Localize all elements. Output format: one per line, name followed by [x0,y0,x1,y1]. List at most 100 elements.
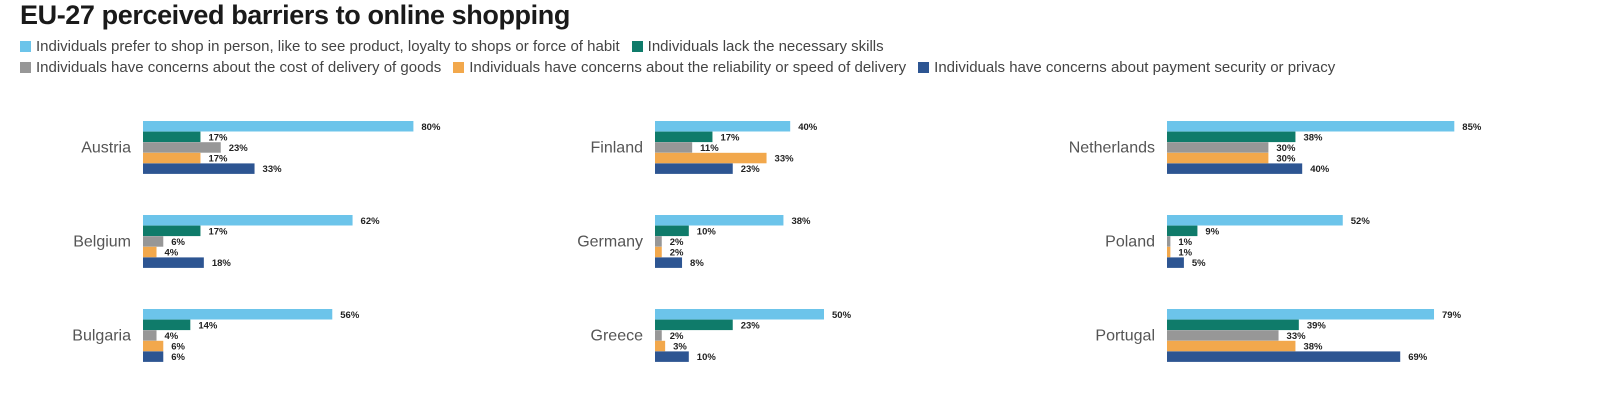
bar-netherlands-payment-security [1167,163,1303,174]
country-label-netherlands: Netherlands [1069,140,1155,157]
value-label-belgium-payment-security: 18% [212,258,232,269]
value-label-bulgaria-delivery-cost: 4% [165,331,179,342]
value-label-austria-lack-skills: 17% [208,132,228,143]
value-label-netherlands-shop-in-person: 85% [1462,122,1482,133]
bar-germany-delivery-reliability [655,246,662,258]
bar-bulgaria-delivery-reliability [143,340,164,352]
value-label-bulgaria-payment-security: 6% [171,352,185,363]
bar-bulgaria-delivery-cost [143,330,157,341]
bar-finland-delivery-cost [655,142,693,153]
bar-netherlands-delivery-reliability [1167,152,1269,164]
country-label-germany: Germany [577,234,643,251]
value-label-netherlands-delivery-reliability: 30% [1276,154,1296,165]
value-label-austria-payment-security: 33% [263,164,283,175]
value-label-finland-shop-in-person: 40% [798,122,818,133]
bar-finland-lack-skills [655,131,713,143]
bar-finland-payment-security [655,163,733,174]
bar-austria-delivery-cost [143,142,221,153]
bar-greece-delivery-reliability [655,340,666,352]
value-label-belgium-lack-skills: 17% [208,226,228,237]
value-label-netherlands-lack-skills: 38% [1303,132,1323,143]
value-label-germany-delivery-reliability: 2% [670,248,684,259]
value-label-finland-delivery-reliability: 33% [775,154,795,165]
bar-portugal-delivery-reliability [1167,340,1296,352]
bar-netherlands-lack-skills [1167,131,1296,143]
legend-item-payment-security: Individuals have concerns about payment … [918,59,1335,76]
bar-poland-delivery-cost [1167,236,1171,247]
legend-row-2: Individuals have concerns about the cost… [20,59,1347,76]
bar-netherlands-shop-in-person [1167,121,1455,132]
bar-germany-payment-security [655,257,683,268]
value-label-greece-delivery-reliability: 3% [673,342,687,353]
value-label-belgium-delivery-cost: 6% [171,237,185,248]
value-label-finland-delivery-cost: 11% [700,143,719,154]
legend-swatch-lack-skills [631,41,643,52]
legend-label-delivery-reliability: Individuals have concerns about the reli… [469,59,907,76]
legend-label-lack-skills: Individuals lack the necessary skills [647,38,884,55]
country-label-finland: Finland [591,140,643,157]
bar-portugal-shop-in-person [1167,309,1435,320]
value-label-poland-lack-skills: 9% [1205,226,1219,237]
value-label-germany-delivery-cost: 2% [670,237,684,248]
bar-bulgaria-payment-security [143,351,164,362]
panel-poland: Poland 52% 9% 1%1%5% [1105,215,1370,269]
legend-swatch-delivery-cost [20,62,31,73]
bar-poland-lack-skills [1167,225,1198,237]
bar-finland-delivery-reliability [655,152,767,164]
legend-swatch-delivery-reliability [453,62,465,73]
legend-label-delivery-cost: Individuals have concerns about the cost… [36,59,442,76]
value-label-portugal-delivery-reliability: 38% [1303,342,1323,353]
value-label-greece-shop-in-person: 50% [832,310,852,321]
panel-belgium: Belgium 62% 17% 6%4% 18% [73,215,380,269]
value-label-poland-delivery-cost: 1% [1178,237,1192,248]
bar-greece-lack-skills [655,319,733,331]
bar-belgium-delivery-cost [143,236,164,247]
legend-swatch-shop-in-person [20,41,31,52]
bar-belgium-delivery-reliability [143,246,157,258]
bar-bulgaria-lack-skills [143,319,191,331]
bar-portugal-delivery-cost [1167,330,1279,341]
value-label-germany-shop-in-person: 38% [791,216,811,227]
value-label-germany-payment-security: 8% [690,258,704,269]
panel-greece: Greece 50% 23% 2%3% 10% [591,309,852,363]
value-label-bulgaria-delivery-reliability: 6% [171,342,185,353]
bar-belgium-payment-security [143,257,204,268]
bar-poland-payment-security [1167,257,1184,268]
bar-austria-lack-skills [143,131,201,143]
bar-netherlands-delivery-cost [1167,142,1269,153]
value-label-poland-shop-in-person: 52% [1351,216,1371,227]
value-label-germany-lack-skills: 10% [697,226,717,237]
value-label-portugal-shop-in-person: 79% [1442,310,1462,321]
value-label-poland-payment-security: 5% [1192,258,1206,269]
bar-finland-shop-in-person [655,121,791,132]
panel-netherlands: Netherlands 85% 38% 30%30% 40% [1069,121,1482,175]
legend-item-delivery-reliability: Individuals have concerns about the reli… [453,59,906,76]
bar-portugal-lack-skills [1167,319,1299,331]
bar-austria-delivery-reliability [143,152,201,164]
value-label-greece-lack-skills: 23% [741,320,761,331]
country-label-poland: Poland [1105,234,1155,251]
value-label-greece-payment-security: 10% [697,352,717,363]
chart-title: EU-27 perceived barriers to online shopp… [20,0,570,30]
country-label-greece: Greece [591,328,644,345]
legend-item-delivery-cost: Individuals have concerns about the cost… [20,59,441,76]
value-label-austria-delivery-reliability: 17% [208,154,228,165]
value-label-bulgaria-shop-in-person: 56% [340,310,360,321]
country-label-portugal: Portugal [1095,328,1155,345]
legend-row-1: Individuals prefer to shop in person, li… [20,38,896,55]
bar-greece-delivery-cost [655,330,662,341]
bar-germany-shop-in-person [655,215,784,226]
value-label-belgium-shop-in-person: 62% [361,216,381,227]
panel-austria: Austria 80% 17%23%17% 33% [81,121,441,175]
bar-belgium-lack-skills [143,225,201,237]
bar-poland-delivery-reliability [1167,246,1171,258]
value-label-portugal-lack-skills: 39% [1307,320,1327,331]
bar-belgium-shop-in-person [143,215,353,226]
country-label-austria: Austria [81,140,131,157]
legend-item-shop-in-person: Individuals prefer to shop in person, li… [20,38,620,55]
legend-swatch-payment-security [918,62,930,73]
bar-austria-payment-security [143,163,255,174]
value-label-finland-lack-skills: 17% [720,132,740,143]
